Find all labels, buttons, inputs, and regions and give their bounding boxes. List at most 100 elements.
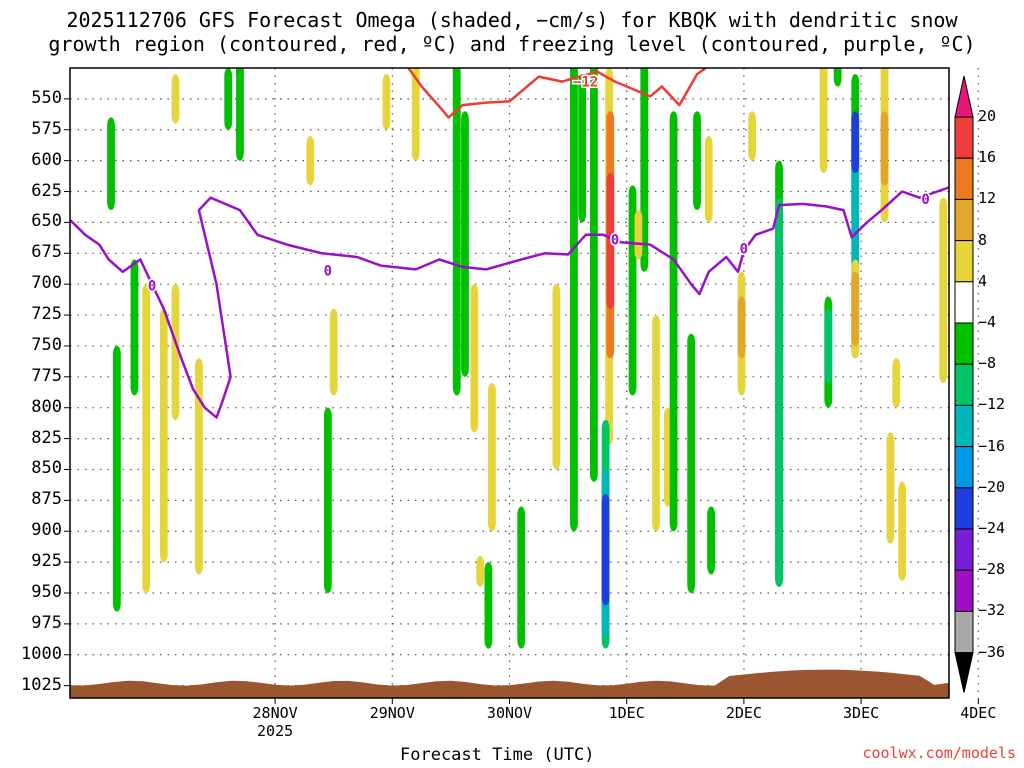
- contours: −12 0 0 0 0 0: [70, 68, 949, 419]
- colorbar-label: −36: [978, 642, 1006, 661]
- y-tick-label: 650: [31, 211, 62, 232]
- x-tick-sublabel: 2025: [257, 722, 294, 740]
- y-tick-label: 875: [31, 489, 62, 510]
- colorbar-label: −28: [978, 560, 1006, 579]
- omega-cell: [669, 111, 678, 532]
- sgz-contour-line: [406, 68, 708, 119]
- colorbar-swatch: [954, 240, 974, 283]
- freezing-contour-label: 0: [148, 278, 156, 294]
- y-tick-label: 1000: [21, 643, 62, 664]
- freezing-contour-label: 0: [324, 264, 332, 280]
- colorbar-label: −8: [978, 354, 997, 373]
- colorbar-label: 8: [978, 230, 988, 249]
- omega-cell: [382, 74, 391, 130]
- omega-cell: [112, 345, 121, 612]
- omega-cell: [687, 333, 696, 593]
- omega-cell: [195, 358, 203, 575]
- y-tick-label: 950: [31, 582, 62, 602]
- colorbar-label: −4: [978, 313, 997, 331]
- colorbar-label: 20: [978, 107, 997, 125]
- chart-title-line2: growth region (contoured, red, ºC) and f…: [48, 32, 976, 56]
- axis-ticks: [64, 98, 979, 704]
- ground-surface: [70, 669, 949, 698]
- colorbar-swatch: [954, 363, 974, 406]
- omega-cell: [570, 68, 578, 532]
- omega-cell: [606, 173, 615, 309]
- freezing-contour-label: 0: [921, 192, 929, 208]
- omega-cell: [851, 111, 860, 173]
- colorbar-swatch: [954, 528, 974, 571]
- colorbar-top-arrow: [954, 75, 974, 118]
- omega-cell: [589, 68, 598, 482]
- y-tick-label: 625: [31, 180, 62, 201]
- omega-cell: [171, 74, 180, 124]
- colorbar-label: 16: [978, 148, 997, 167]
- colorbar-swatch: [954, 281, 974, 324]
- omega-cell: [130, 259, 139, 396]
- omega-cell: [171, 284, 180, 421]
- omega-cell: [470, 284, 479, 433]
- omega-cell: [886, 432, 895, 544]
- omega-cell: [939, 197, 948, 383]
- omega-cell: [707, 506, 715, 575]
- omega-cell: [851, 271, 860, 346]
- x-tick-label: 28NOV: [252, 704, 298, 722]
- omega-cell: [159, 308, 168, 563]
- colorbar-swatch: [954, 446, 974, 489]
- y-tick-label: 700: [31, 273, 62, 294]
- omega-cell: [578, 74, 587, 223]
- y-tick-label: 800: [31, 396, 62, 417]
- omega-cell: [224, 68, 233, 130]
- omega-cell: [693, 111, 701, 211]
- colorbar-label: −20: [978, 477, 1006, 496]
- omega-cell: [634, 210, 643, 260]
- colorbar-label: 4: [978, 271, 988, 290]
- gridlines: [70, 68, 979, 698]
- omega-cell: [819, 68, 828, 173]
- omega-cell: [306, 135, 315, 186]
- omega-cell: [476, 555, 485, 587]
- omega-cell: [107, 117, 115, 211]
- y-tick-label: 925: [31, 551, 62, 572]
- omega-shading: [107, 68, 948, 649]
- y-tick-label: 850: [31, 458, 62, 479]
- omega-cell: [329, 308, 338, 396]
- freezing-level-line: [70, 186, 949, 419]
- colorbar-label: −32: [978, 601, 1006, 620]
- ground-polygon: [70, 669, 949, 698]
- colorbar-label: −16: [978, 436, 1006, 455]
- omega-cell: [411, 68, 420, 161]
- freezing-contour-label: 0: [740, 241, 748, 257]
- omega-cell: [833, 68, 842, 87]
- omega-cell: [552, 284, 561, 470]
- colorbar-swatch: [954, 198, 974, 242]
- colorbar-label: 12: [978, 189, 997, 208]
- y-tick-label: 550: [31, 87, 62, 108]
- omega-cell: [488, 383, 496, 532]
- omega-cell: [898, 481, 907, 581]
- omega-cell: [461, 111, 469, 377]
- x-tick-label: 30NOV: [486, 704, 533, 722]
- x-axis-title: Forecast Time (UTC): [400, 745, 595, 765]
- x-tick-label: 2DEC: [725, 704, 762, 722]
- omega-cell: [748, 111, 757, 161]
- colorbar-label: −24: [978, 519, 1006, 537]
- colorbar-swatch: [954, 569, 974, 612]
- y-tick-label: 900: [31, 520, 62, 541]
- omega-cell: [601, 494, 610, 606]
- x-tick-label: 29NOV: [369, 704, 415, 722]
- colorbar-swatch: [954, 116, 974, 159]
- omega-cell: [892, 358, 901, 408]
- omega-cell: [652, 315, 660, 532]
- sgz-contour-label: −12: [573, 75, 598, 91]
- omega-cell: [824, 308, 833, 383]
- freezing-contour-label: 0: [611, 233, 619, 249]
- omega-cell: [880, 111, 889, 186]
- y-tick-label: 975: [31, 612, 62, 633]
- omega-cell: [452, 68, 461, 396]
- omega-cell: [775, 197, 783, 587]
- colorbar: [954, 75, 974, 693]
- credit-link[interactable]: coolwx.com/models: [862, 744, 1016, 762]
- y-tick-label: 750: [31, 334, 62, 355]
